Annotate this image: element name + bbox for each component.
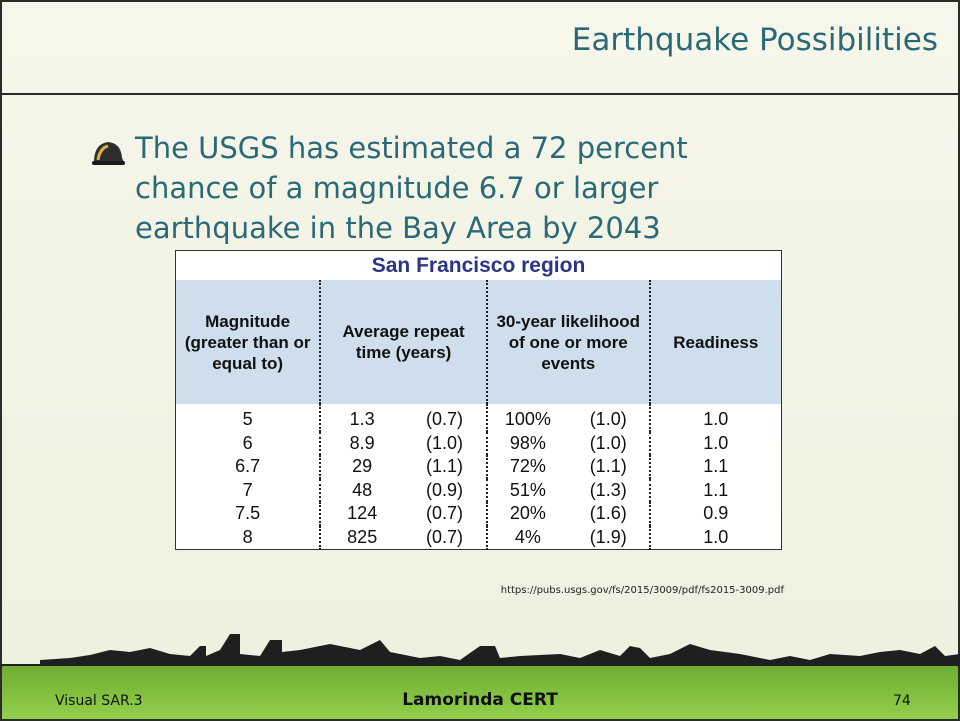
table-cell: 98%: [487, 432, 568, 456]
table-cell: (1.0): [568, 404, 650, 432]
table-cell: (1.6): [568, 502, 650, 526]
table-cell: (0.7): [403, 502, 487, 526]
table-cell: (0.7): [403, 526, 487, 550]
data-table: San Francisco region Magnitude (greater …: [175, 250, 782, 550]
table-cell: 5: [176, 404, 321, 432]
bullet-text: The USGS has estimated a 72 percent chan…: [135, 128, 755, 248]
table-cell: 51%: [487, 479, 568, 503]
header: Readiness: [650, 280, 782, 404]
table-cell: 8.9: [320, 432, 403, 456]
table-cell: 1.1: [650, 479, 782, 503]
table-cell: 7: [176, 479, 321, 503]
table-cell: 1.1: [650, 455, 782, 479]
table-cell: (1.0): [403, 432, 487, 456]
table-cell: 72%: [487, 455, 568, 479]
table-cell: 1.0: [650, 432, 782, 456]
title-rule: [0, 93, 960, 95]
header: Average repeat time (years): [320, 280, 487, 404]
table-cell: 1.0: [650, 404, 782, 432]
skyline: [0, 620, 960, 668]
header: 30-year likelihood of one or more events: [487, 280, 650, 404]
footer-center: Lamorinda CERT: [0, 690, 960, 710]
table-cell: 124: [320, 502, 403, 526]
slide: Earthquake Possibilities The USGS has es…: [0, 0, 960, 721]
page-number: 74: [893, 693, 911, 709]
table-cell: (1.1): [568, 455, 650, 479]
table-cell: 29: [320, 455, 403, 479]
table-cell: 0.9: [650, 502, 782, 526]
table-cell: (0.9): [403, 479, 487, 503]
table-cell: 48: [320, 479, 403, 503]
table-cell: 6: [176, 432, 321, 456]
table-title: San Francisco region: [176, 251, 782, 281]
table-cell: 7.5: [176, 502, 321, 526]
table-cell: (0.7): [403, 404, 487, 432]
table-cell: 1.0: [650, 526, 782, 550]
table-cell: (1.0): [568, 432, 650, 456]
bullet-icon: [90, 138, 126, 168]
table-cell: 825: [320, 526, 403, 550]
table-cell: (1.3): [568, 479, 650, 503]
table-cell: (1.9): [568, 526, 650, 550]
table-cell: 1.3: [320, 404, 403, 432]
header: Magnitude (greater than or equal to): [176, 280, 321, 404]
table-cell: 8: [176, 526, 321, 550]
table-cell: 6.7: [176, 455, 321, 479]
table-cell: 20%: [487, 502, 568, 526]
slide-title: Earthquake Possibilities: [572, 22, 938, 58]
table-cell: 4%: [487, 526, 568, 550]
table-cell: (1.1): [403, 455, 487, 479]
source: https://pubs.usgs.gov/fs/2015/3009/pdf/f…: [501, 585, 784, 596]
table-cell: 100%: [487, 404, 568, 432]
